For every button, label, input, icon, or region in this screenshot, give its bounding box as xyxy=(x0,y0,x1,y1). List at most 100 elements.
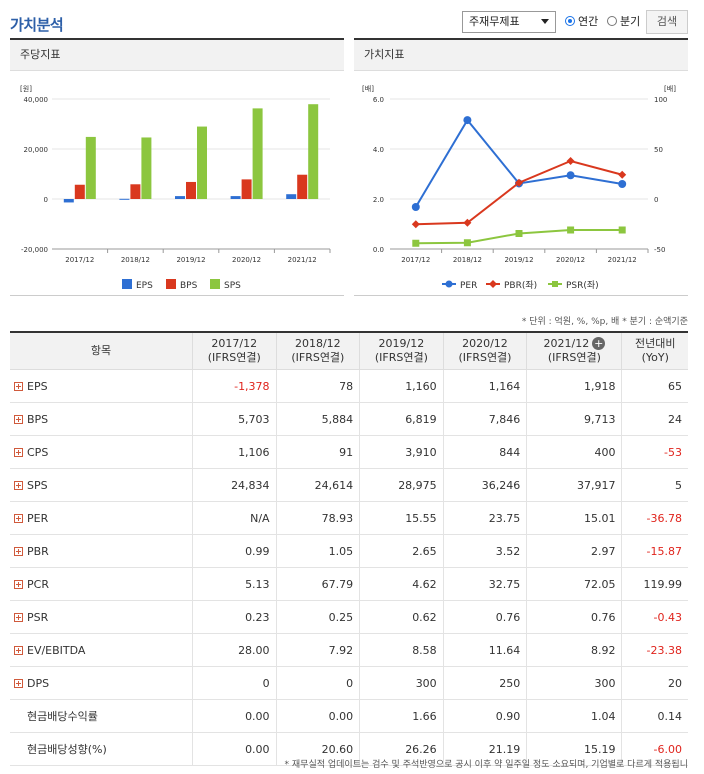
expand-icon[interactable] xyxy=(14,514,23,523)
yoy-cell: -0.43 xyxy=(621,600,688,634)
point-per-3 xyxy=(566,171,575,180)
point-pbr-0 xyxy=(411,220,420,229)
row-label: EV/EBITDA xyxy=(27,643,86,657)
yoy-header-sub: (YoY) xyxy=(641,351,669,364)
expand-icon[interactable] xyxy=(14,580,23,589)
value-cell: 0 xyxy=(192,666,277,700)
y-tick-label-right: 100 xyxy=(654,96,667,104)
value-cell: 11.64 xyxy=(443,633,528,667)
value-cell: 1,160 xyxy=(359,369,444,403)
value-cell: 1,164 xyxy=(443,369,528,403)
point-pbr-3 xyxy=(566,157,575,165)
x-tick-label: 2021/12 xyxy=(288,256,317,264)
row-label-cell: 현금배당수익률 xyxy=(10,699,193,733)
series-line-1 xyxy=(415,159,623,226)
column-period: 2020/12 xyxy=(462,337,508,350)
yoy-header-label: 전년대비 xyxy=(635,337,676,350)
value-cell: 0.00 xyxy=(192,732,277,766)
row-label-cell[interactable]: BPS xyxy=(10,402,193,436)
x-tick-label: 2018/12 xyxy=(453,256,482,264)
table-row: SPS 24,834 24,614 28,975 36,246 37,917 5 xyxy=(10,468,688,502)
value-cell: 1,918 xyxy=(526,369,623,403)
table-row: BPS 5,703 5,884 6,819 7,846 9,713 24 xyxy=(10,402,688,436)
point-psr-1 xyxy=(463,239,471,247)
value-cell: 0.76 xyxy=(443,600,528,634)
footer-note: * 재무실적 업데이트는 검수 및 주석반영으로 공시 이후 약 일주일 정도 … xyxy=(284,760,688,770)
row-label-cell[interactable]: CPS xyxy=(10,435,193,469)
value-cell: 3,910 xyxy=(359,435,444,469)
value-cell: 2.65 xyxy=(359,534,444,568)
value-cell: 78 xyxy=(276,369,361,403)
value-cell: 300 xyxy=(526,666,623,700)
value-cell: 15.55 xyxy=(359,501,444,535)
bar-sps-2017-12 xyxy=(85,136,96,199)
bar-sps-2019-12 xyxy=(197,126,207,199)
yoy-cell: 20 xyxy=(621,666,688,700)
column-header-2019-12: 2019/12 (IFRS연결) xyxy=(359,331,444,370)
row-label-cell[interactable]: EPS xyxy=(10,369,193,403)
bar-bps-2020-12 xyxy=(241,179,252,199)
value-cell: 0.25 xyxy=(276,600,361,634)
row-label-cell[interactable]: PER xyxy=(10,501,193,535)
row-label-cell[interactable]: EV/EBITDA xyxy=(10,633,193,667)
legend-label: PSR(좌) xyxy=(566,280,599,291)
expand-icon[interactable] xyxy=(14,415,23,424)
expand-icon[interactable] xyxy=(14,679,23,688)
search-button[interactable]: 검색 xyxy=(646,10,688,34)
add-column-icon[interactable]: + xyxy=(592,337,606,350)
point-per-4 xyxy=(618,179,627,188)
valuation-chart: [배] [배] 6.0 100 4.0 50 2.0 0 0.0 -50 2017/12 2018/1… xyxy=(362,84,676,291)
value-cell: 300 xyxy=(359,666,444,700)
table-row: DPS 0 0 300 250 300 20 xyxy=(10,666,688,700)
row-label-cell[interactable]: DPS xyxy=(10,666,193,700)
expand-icon[interactable] xyxy=(14,448,23,457)
per-share-panel: 주당지표 [원] 40,000 20,000 0 -20,000 2017/12 2018/… xyxy=(10,38,344,296)
y-tick-label-right: -50 xyxy=(654,246,665,254)
value-cell: 4.62 xyxy=(359,567,444,601)
legend-marker-0 xyxy=(445,280,453,288)
bar-eps-2017-12 xyxy=(63,199,74,203)
point-pbr-1 xyxy=(463,218,472,227)
expand-icon[interactable] xyxy=(14,613,23,622)
statement-select[interactable]: 주재무제표 xyxy=(462,11,556,33)
value-cell: 0.62 xyxy=(359,600,444,634)
row-label: PER xyxy=(27,511,49,525)
y-tick-label: -20,000 xyxy=(21,246,48,254)
value-cell: 78.93 xyxy=(276,501,361,535)
y-axis-label-left: [배] xyxy=(362,84,374,93)
value-cell: 5,884 xyxy=(276,402,361,436)
row-label-cell[interactable]: SPS xyxy=(10,468,193,502)
yoy-cell: 24 xyxy=(621,402,688,436)
value-cell: 0.00 xyxy=(276,699,361,733)
row-label-cell[interactable]: PBR xyxy=(10,534,193,568)
expand-icon[interactable] xyxy=(14,646,23,655)
value-cell: 0.90 xyxy=(443,699,528,733)
value-cell: 5.13 xyxy=(192,567,277,601)
x-tick-label: 2020/12 xyxy=(556,256,585,264)
row-label-cell[interactable]: PSR xyxy=(10,600,193,634)
column-header-2018-12: 2018/12 (IFRS연결) xyxy=(275,331,361,370)
radio-quarter[interactable]: 분기 xyxy=(607,13,640,29)
y-axis-label: [원] xyxy=(20,84,32,93)
expand-icon[interactable] xyxy=(14,481,23,490)
value-cell: 67.79 xyxy=(276,567,361,601)
value-cell: 1.05 xyxy=(276,534,361,568)
column-period: 2019/12 xyxy=(378,337,425,350)
value-cell: 250 xyxy=(443,666,528,700)
column-header-2020-12: 2020/12 (IFRS연결) xyxy=(442,331,528,370)
y-tick-label: 0 xyxy=(44,196,48,204)
valuation-table: 항목 2017/12 (IFRS연결) 2018/12 (IFRS연결) 2019/12… xyxy=(10,331,688,766)
expand-icon[interactable] xyxy=(14,382,23,391)
table-row: 현금배당성향(%) 0.00 20.60 26.26 21.19 15.19 -6.00 xyxy=(10,732,688,766)
item-header: 항목 xyxy=(10,331,193,370)
yoy-cell: 5 xyxy=(621,468,688,502)
bar-sps-2021-12 xyxy=(308,104,319,199)
expand-icon[interactable] xyxy=(14,547,23,556)
value-cell: 8.58 xyxy=(359,633,444,667)
page-title: 가치분석 xyxy=(10,16,64,34)
value-cell: 9,713 xyxy=(526,402,623,436)
column-basis: (IFRS연결) xyxy=(207,351,261,364)
radio-annual[interactable]: 연간 xyxy=(565,13,598,29)
row-label-cell[interactable]: PCR xyxy=(10,567,193,601)
bar-eps-2020-12 xyxy=(230,196,241,199)
